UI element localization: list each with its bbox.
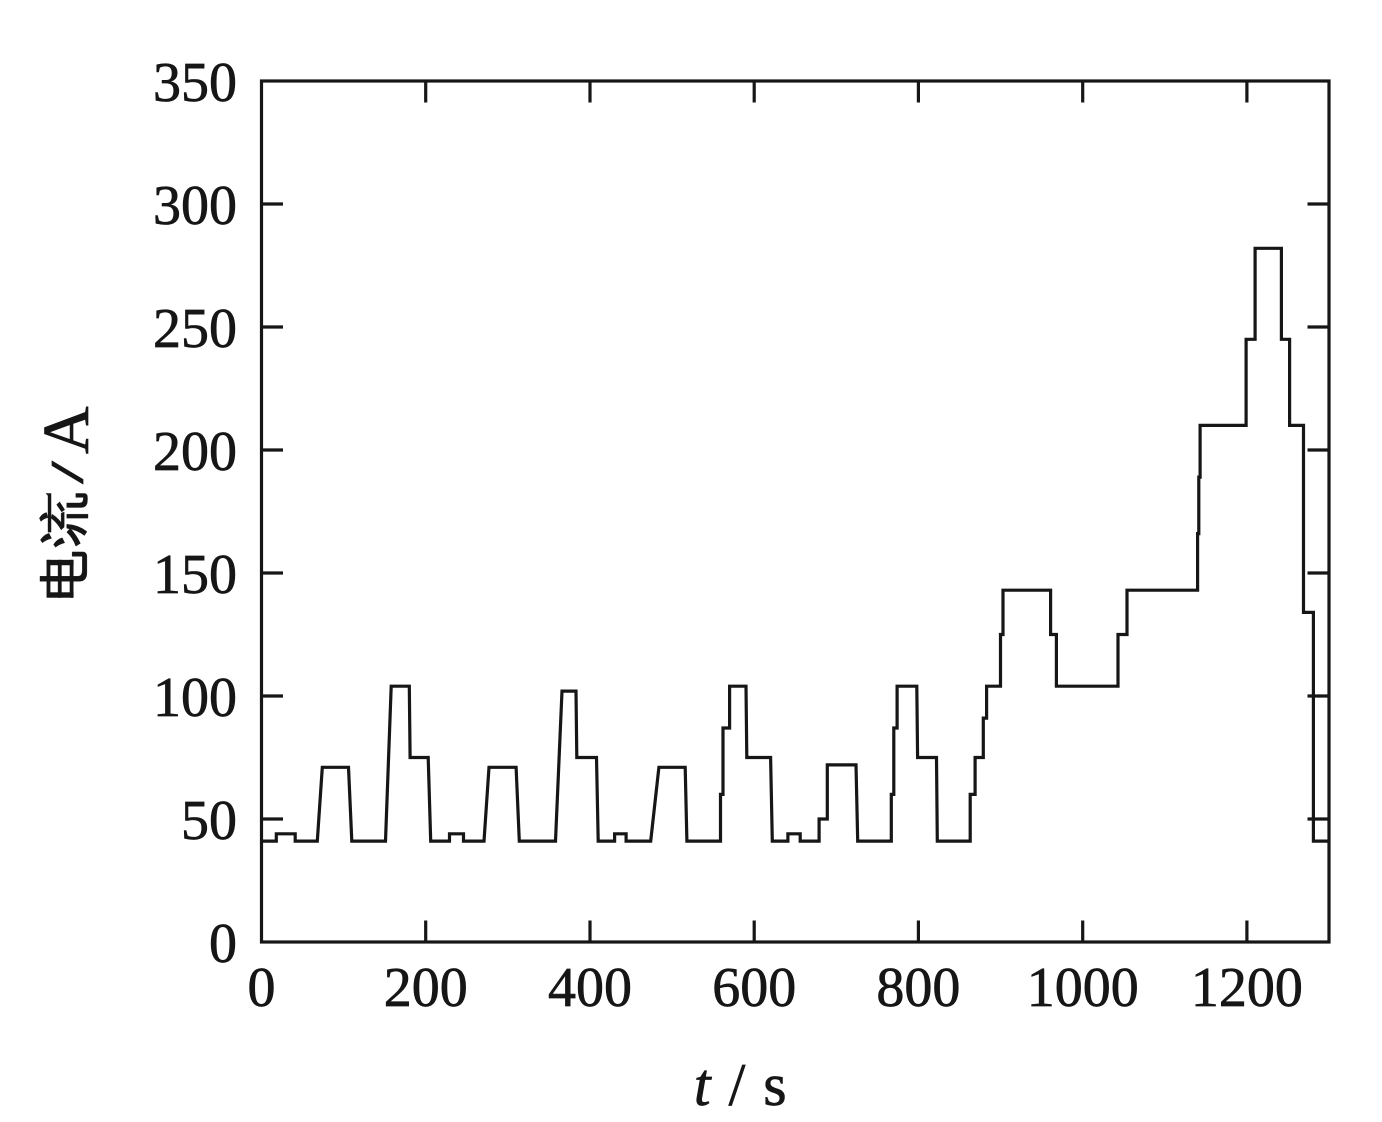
svg-text:150: 150 xyxy=(153,544,237,606)
svg-text:800: 800 xyxy=(876,957,960,1019)
svg-text:1200: 1200 xyxy=(1191,957,1303,1019)
svg-text:350: 350 xyxy=(153,52,237,114)
svg-text:t / s: t / s xyxy=(694,1052,788,1118)
svg-text:300: 300 xyxy=(153,175,237,237)
svg-text:200: 200 xyxy=(384,957,468,1019)
svg-text:600: 600 xyxy=(712,957,796,1019)
svg-text:50: 50 xyxy=(181,790,237,852)
svg-text:400: 400 xyxy=(548,957,632,1019)
svg-text:0: 0 xyxy=(248,957,276,1019)
svg-text:1000: 1000 xyxy=(1027,957,1139,1019)
svg-text:250: 250 xyxy=(153,298,237,360)
svg-text:0: 0 xyxy=(209,913,237,975)
svg-text:A: A xyxy=(30,406,103,454)
svg-text:200: 200 xyxy=(153,421,237,483)
svg-text:100: 100 xyxy=(153,667,237,729)
